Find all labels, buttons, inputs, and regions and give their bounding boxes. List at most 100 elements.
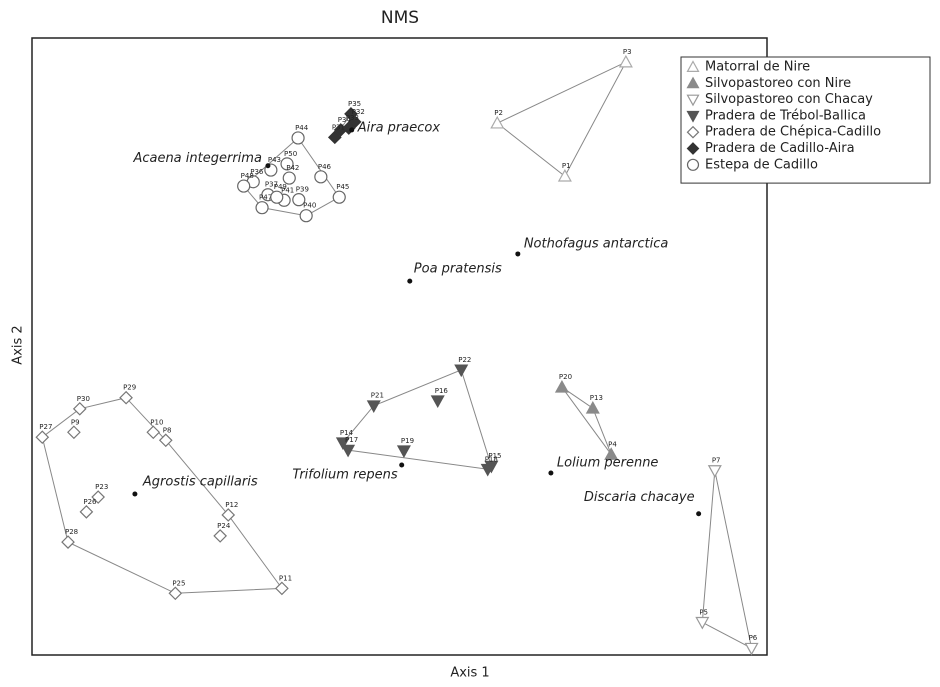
species-label: Nothofagus antarctica <box>524 236 669 251</box>
point-label: P28 <box>65 528 78 536</box>
marker <box>299 209 313 223</box>
legend-label: Pradera de Cadillo-Aira <box>705 141 855 156</box>
point-label: P42 <box>286 164 299 172</box>
point-label: P24 <box>217 522 231 530</box>
marker <box>168 586 183 601</box>
group-hull <box>342 369 492 470</box>
point-label: P45 <box>336 183 349 191</box>
point-label: P25 <box>172 579 185 587</box>
marker <box>341 444 356 458</box>
marker <box>585 400 600 414</box>
marker <box>480 463 495 477</box>
marker <box>146 425 161 440</box>
legend-label: Pradera de Trébol-Ballica <box>705 108 866 123</box>
point-label: P2 <box>494 109 503 117</box>
y-axis-label: Axis 2 <box>11 325 26 364</box>
point-label: P44 <box>295 124 309 132</box>
point-label: P17 <box>345 436 358 444</box>
marker <box>292 193 306 207</box>
point-label: P47 <box>259 194 272 202</box>
marker <box>695 616 710 630</box>
marker <box>686 76 700 89</box>
marker <box>280 157 294 171</box>
point-label: P36 <box>250 168 264 176</box>
point-label: P11 <box>279 574 292 582</box>
species-point <box>548 470 554 476</box>
species-point <box>349 127 355 133</box>
point-label: P21 <box>371 392 384 400</box>
point-label: P5 <box>699 608 708 616</box>
marker <box>61 535 75 549</box>
point-label: P9 <box>71 418 80 426</box>
point-label: P43 <box>268 156 281 164</box>
marker <box>686 94 700 107</box>
point-label: P14 <box>340 429 354 437</box>
marker <box>275 581 289 596</box>
marker <box>237 179 251 193</box>
marker <box>79 505 94 519</box>
marker <box>270 190 284 204</box>
marker <box>686 142 700 155</box>
point-label: P1 <box>562 162 571 170</box>
point-label: P35 <box>348 100 361 108</box>
marker <box>213 529 228 543</box>
species-point <box>132 491 138 497</box>
marker <box>396 445 411 459</box>
point-label: P34 <box>338 116 352 124</box>
point-label: P30 <box>77 395 90 403</box>
point-label: P39 <box>296 186 309 194</box>
group-hull <box>496 60 628 177</box>
point-label: P50 <box>284 150 297 158</box>
marker <box>35 430 50 445</box>
marker <box>67 425 81 440</box>
marker <box>158 433 173 448</box>
marker <box>333 123 348 137</box>
species-point <box>399 462 405 468</box>
x-axis-label: Axis 1 <box>450 666 489 681</box>
species-point <box>696 511 702 517</box>
chart-title: NMS <box>381 8 419 28</box>
species-point <box>265 163 271 169</box>
marker <box>430 395 445 409</box>
legend-label: Estepa de Cadillo <box>705 157 818 172</box>
marker <box>618 54 633 68</box>
species-label: Poa pratensis <box>414 262 502 277</box>
point-label: P22 <box>458 356 471 364</box>
legend-label: Pradera de Chépica-Cadillo <box>705 125 881 140</box>
point-label: P23 <box>95 483 108 491</box>
marker <box>686 60 700 72</box>
legend-label: Silvopastoreo con Nire <box>705 76 851 91</box>
point-label: P19 <box>401 437 414 445</box>
species-label: Acaena integerrima <box>132 151 262 166</box>
point-label: P4 <box>608 440 617 448</box>
point-label: P40 <box>303 202 316 210</box>
point-label: P27 <box>39 423 52 431</box>
marker <box>291 131 305 145</box>
marker <box>366 400 381 413</box>
point-label: P10 <box>150 418 163 426</box>
marker <box>255 201 269 215</box>
marker <box>686 125 700 139</box>
point-label: P13 <box>590 394 603 402</box>
point-label: P32 <box>352 108 365 116</box>
point-label: P3 <box>623 48 632 56</box>
point-label: P31 <box>332 123 345 131</box>
plot-frame <box>31 37 768 656</box>
marker <box>490 115 505 129</box>
point-label: P8 <box>163 426 172 434</box>
species-label: Aira praecox <box>357 120 441 135</box>
marker <box>686 110 700 123</box>
point-label: P16 <box>435 387 449 395</box>
marker <box>221 508 236 522</box>
group-hull <box>701 470 753 650</box>
marker <box>332 190 346 204</box>
legend-label: Silvopastoreo con Chacay <box>705 92 873 107</box>
point-label: P48 <box>241 172 254 180</box>
marker <box>707 465 722 478</box>
point-label: P18 <box>485 455 498 463</box>
point-label: P20 <box>559 373 572 381</box>
point-label: P26 <box>83 498 97 506</box>
point-label: P15 <box>488 452 501 460</box>
species-point <box>407 278 413 284</box>
